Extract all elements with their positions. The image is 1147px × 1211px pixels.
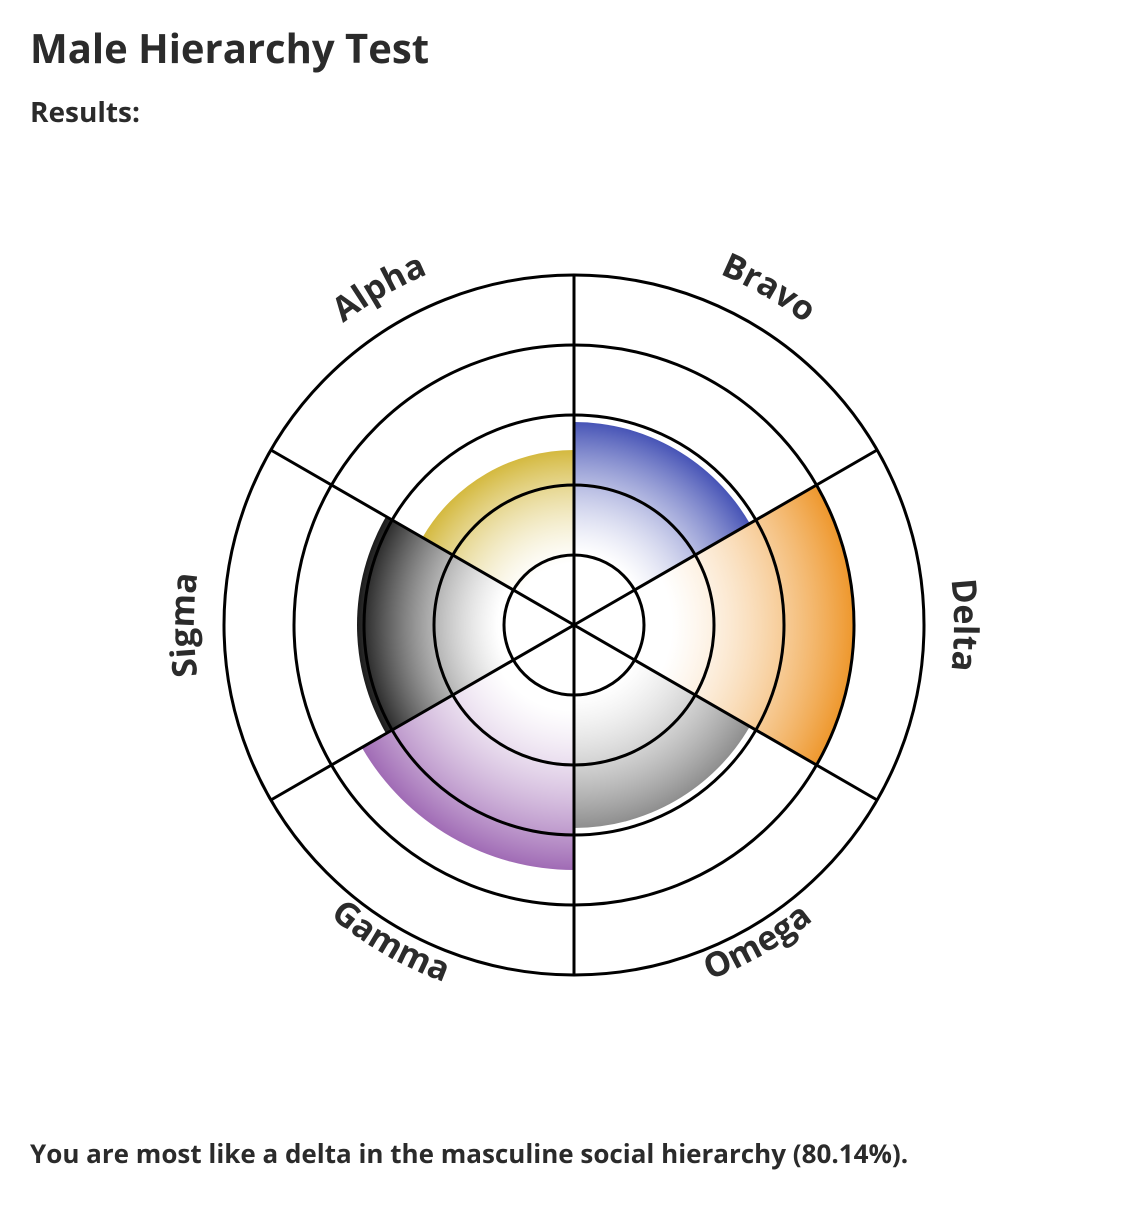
chart-label-gamma: Gamma (323, 888, 457, 992)
page-container: Male Hierarchy Test Results: Alpha Bravo D… (0, 0, 1147, 1211)
chart-container: Alpha Bravo Delta Omega Gamma Sigma (30, 155, 1117, 1105)
chart-label-sigma: Sigma (157, 570, 207, 680)
chart-label-alpha: Alpha (322, 241, 432, 331)
chart-label-delta: Delta (941, 576, 990, 673)
chart-label-bravo: Bravo (715, 241, 826, 331)
polar-chart: Alpha Bravo Delta Omega Gamma Sigma (114, 165, 1034, 1085)
page-title: Male Hierarchy Test (30, 20, 1117, 75)
chart-label-omega: Omega (695, 892, 819, 990)
results-subtitle: Results: (30, 93, 1117, 131)
result-text: You are most like a delta in the masculi… (30, 1135, 1117, 1171)
